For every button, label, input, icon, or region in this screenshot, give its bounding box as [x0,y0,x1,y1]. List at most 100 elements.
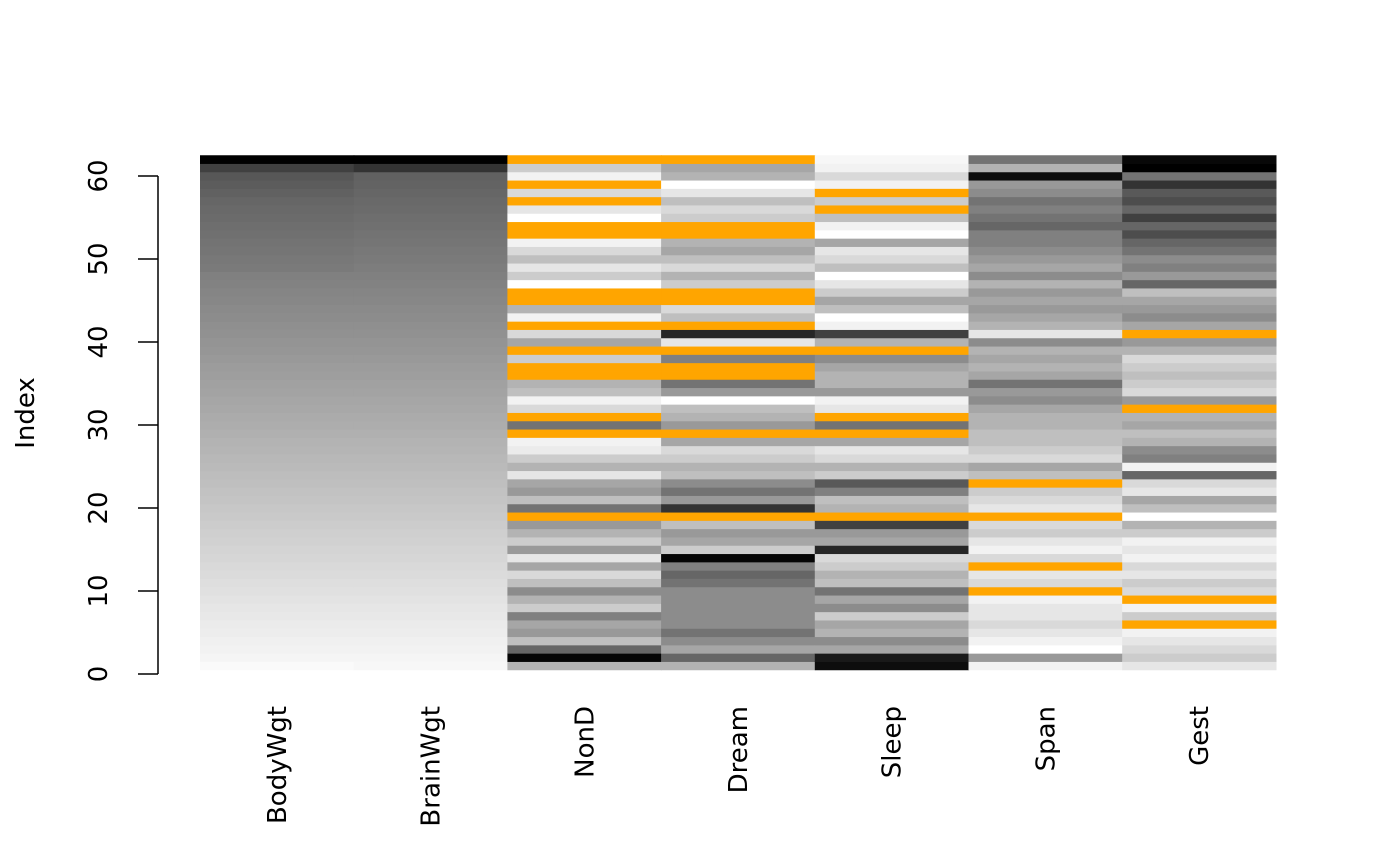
cell-Span-59 [968,180,1123,189]
cell-Gest-12 [1122,570,1277,579]
cell-BodyWgt-43 [200,312,355,322]
cell-Gest-24 [1122,470,1277,480]
cell-BrainWgt-60 [353,171,508,181]
cell-Span-47 [968,279,1123,289]
cell-Span-62 [968,155,1123,164]
cell-Dream-46 [661,288,816,297]
cell-NonD-15 [507,545,662,555]
cell-Gest-4 [1122,636,1277,646]
cell-NonD-16 [507,537,662,546]
cell-BrainWgt-19 [353,512,508,521]
cell-BrainWgt-21 [353,495,508,505]
cell-Gest-28 [1122,437,1277,447]
cell-BrainWgt-40 [353,337,508,347]
cell-BodyWgt-33 [200,395,355,405]
cell-BrainWgt-52 [353,238,508,247]
cell-Sleep-59 [814,180,970,189]
cell-Gest-34 [1122,387,1277,397]
cell-BodyWgt-47 [200,279,355,289]
cell-BodyWgt-54 [200,221,355,231]
cell-BrainWgt-22 [353,487,508,496]
cell-NonD-31 [507,412,662,422]
cell-NonD-3 [507,644,662,654]
cell-Gest-44 [1122,304,1277,314]
cell-Dream-57 [661,196,816,206]
cell-BodyWgt-18 [200,520,355,530]
cell-BodyWgt-50 [200,254,355,264]
cell-BodyWgt-51 [200,246,355,256]
x-label-BrainWgt: BrainWgt [417,706,447,827]
cell-BodyWgt-35 [200,379,355,389]
cell-BodyWgt-40 [200,337,355,347]
cell-BodyWgt-12 [200,570,355,579]
cell-Span-43 [968,312,1123,322]
cell-Gest-3 [1122,644,1277,654]
cell-NonD-10 [507,586,662,596]
cell-Span-18 [968,520,1123,530]
cell-Span-24 [968,470,1123,480]
cell-Sleep-56 [814,205,970,214]
cell-Span-21 [968,495,1123,505]
cell-BrainWgt-4 [353,636,508,646]
cell-Dream-42 [661,321,816,330]
cell-Sleep-35 [814,379,970,389]
cell-Dream-7 [661,611,816,621]
cell-Gest-46 [1122,288,1277,297]
cell-NonD-58 [507,188,662,198]
cell-Span-23 [968,478,1123,488]
cell-NonD-1 [507,661,662,671]
cell-NonD-22 [507,487,662,496]
cell-Span-42 [968,321,1123,330]
cell-Span-54 [968,221,1123,231]
cell-BodyWgt-21 [200,495,355,505]
cell-BodyWgt-22 [200,487,355,496]
cell-Span-9 [968,595,1123,604]
cell-BrainWgt-59 [353,180,508,189]
cell-Gest-25 [1122,462,1277,472]
cell-NonD-2 [507,653,662,662]
cell-Dream-41 [661,329,816,339]
cell-Dream-16 [661,537,816,546]
cell-BrainWgt-36 [353,371,508,380]
x-label-NonD: NonD [570,706,600,778]
cell-Span-14 [968,553,1123,563]
cell-BrainWgt-61 [353,163,508,173]
cell-NonD-55 [507,213,662,223]
cell-BrainWgt-13 [353,561,508,571]
cell-Gest-33 [1122,395,1277,405]
cell-NonD-14 [507,553,662,563]
cell-BrainWgt-48 [353,271,508,281]
cell-Dream-60 [661,171,816,181]
cell-Sleep-37 [814,362,970,372]
cell-BodyWgt-52 [200,238,355,247]
cell-BodyWgt-25 [200,462,355,472]
cell-BrainWgt-9 [353,595,508,604]
cell-Dream-48 [661,271,816,281]
cell-Sleep-4 [814,636,970,646]
cell-Span-12 [968,570,1123,579]
cell-Sleep-45 [814,296,970,306]
cell-Sleep-10 [814,586,970,596]
cell-BrainWgt-29 [353,429,508,438]
cell-Dream-34 [661,387,816,397]
cell-NonD-59 [507,180,662,189]
cell-NonD-37 [507,362,662,372]
cell-NonD-39 [507,346,662,355]
cell-BrainWgt-8 [353,603,508,613]
cell-BrainWgt-51 [353,246,508,256]
cell-Sleep-17 [814,528,970,538]
y-tick-label-40: 40 [84,325,114,358]
cell-NonD-48 [507,271,662,281]
cell-NonD-27 [507,445,662,455]
cell-BodyWgt-60 [200,171,355,181]
cell-Dream-6 [661,620,816,629]
cell-BrainWgt-33 [353,395,508,405]
cell-Sleep-46 [814,288,970,297]
cell-Dream-32 [661,404,816,413]
cell-Dream-36 [661,371,816,380]
cell-Sleep-22 [814,487,970,496]
cell-BrainWgt-38 [353,354,508,364]
cell-Sleep-21 [814,495,970,505]
cell-BodyWgt-36 [200,371,355,380]
cell-BrainWgt-24 [353,470,508,480]
